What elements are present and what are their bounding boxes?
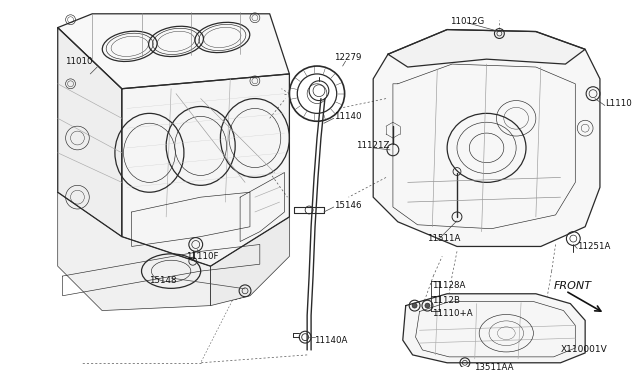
Text: 11511A: 11511A [428,234,461,243]
Polygon shape [122,74,289,266]
Polygon shape [373,30,600,247]
Polygon shape [58,14,289,89]
Circle shape [425,303,430,308]
Text: 13511AA: 13511AA [474,363,513,372]
Text: X110001V: X110001V [561,346,607,355]
Polygon shape [58,28,122,237]
Text: 11251A: 11251A [577,242,611,251]
Text: 15146: 15146 [334,201,361,209]
Text: 11110+A: 11110+A [433,309,473,318]
Polygon shape [58,192,211,311]
Text: 11140A: 11140A [314,336,348,344]
Polygon shape [211,217,289,306]
Polygon shape [388,30,585,67]
Text: 11010: 11010 [65,57,92,65]
Circle shape [412,303,417,308]
Text: 11128A: 11128A [433,281,466,291]
Text: 1112B: 1112B [433,296,460,305]
Text: L1110: L1110 [605,99,632,108]
Text: 11012G: 11012G [450,17,484,26]
Polygon shape [403,294,585,363]
Text: 12279: 12279 [334,53,361,62]
Text: 11121Z: 11121Z [356,141,390,150]
Text: 11140: 11140 [334,112,361,121]
Text: 11110F: 11110F [186,252,218,261]
Text: FRONT: FRONT [554,281,591,291]
Text: 15148: 15148 [149,276,177,285]
